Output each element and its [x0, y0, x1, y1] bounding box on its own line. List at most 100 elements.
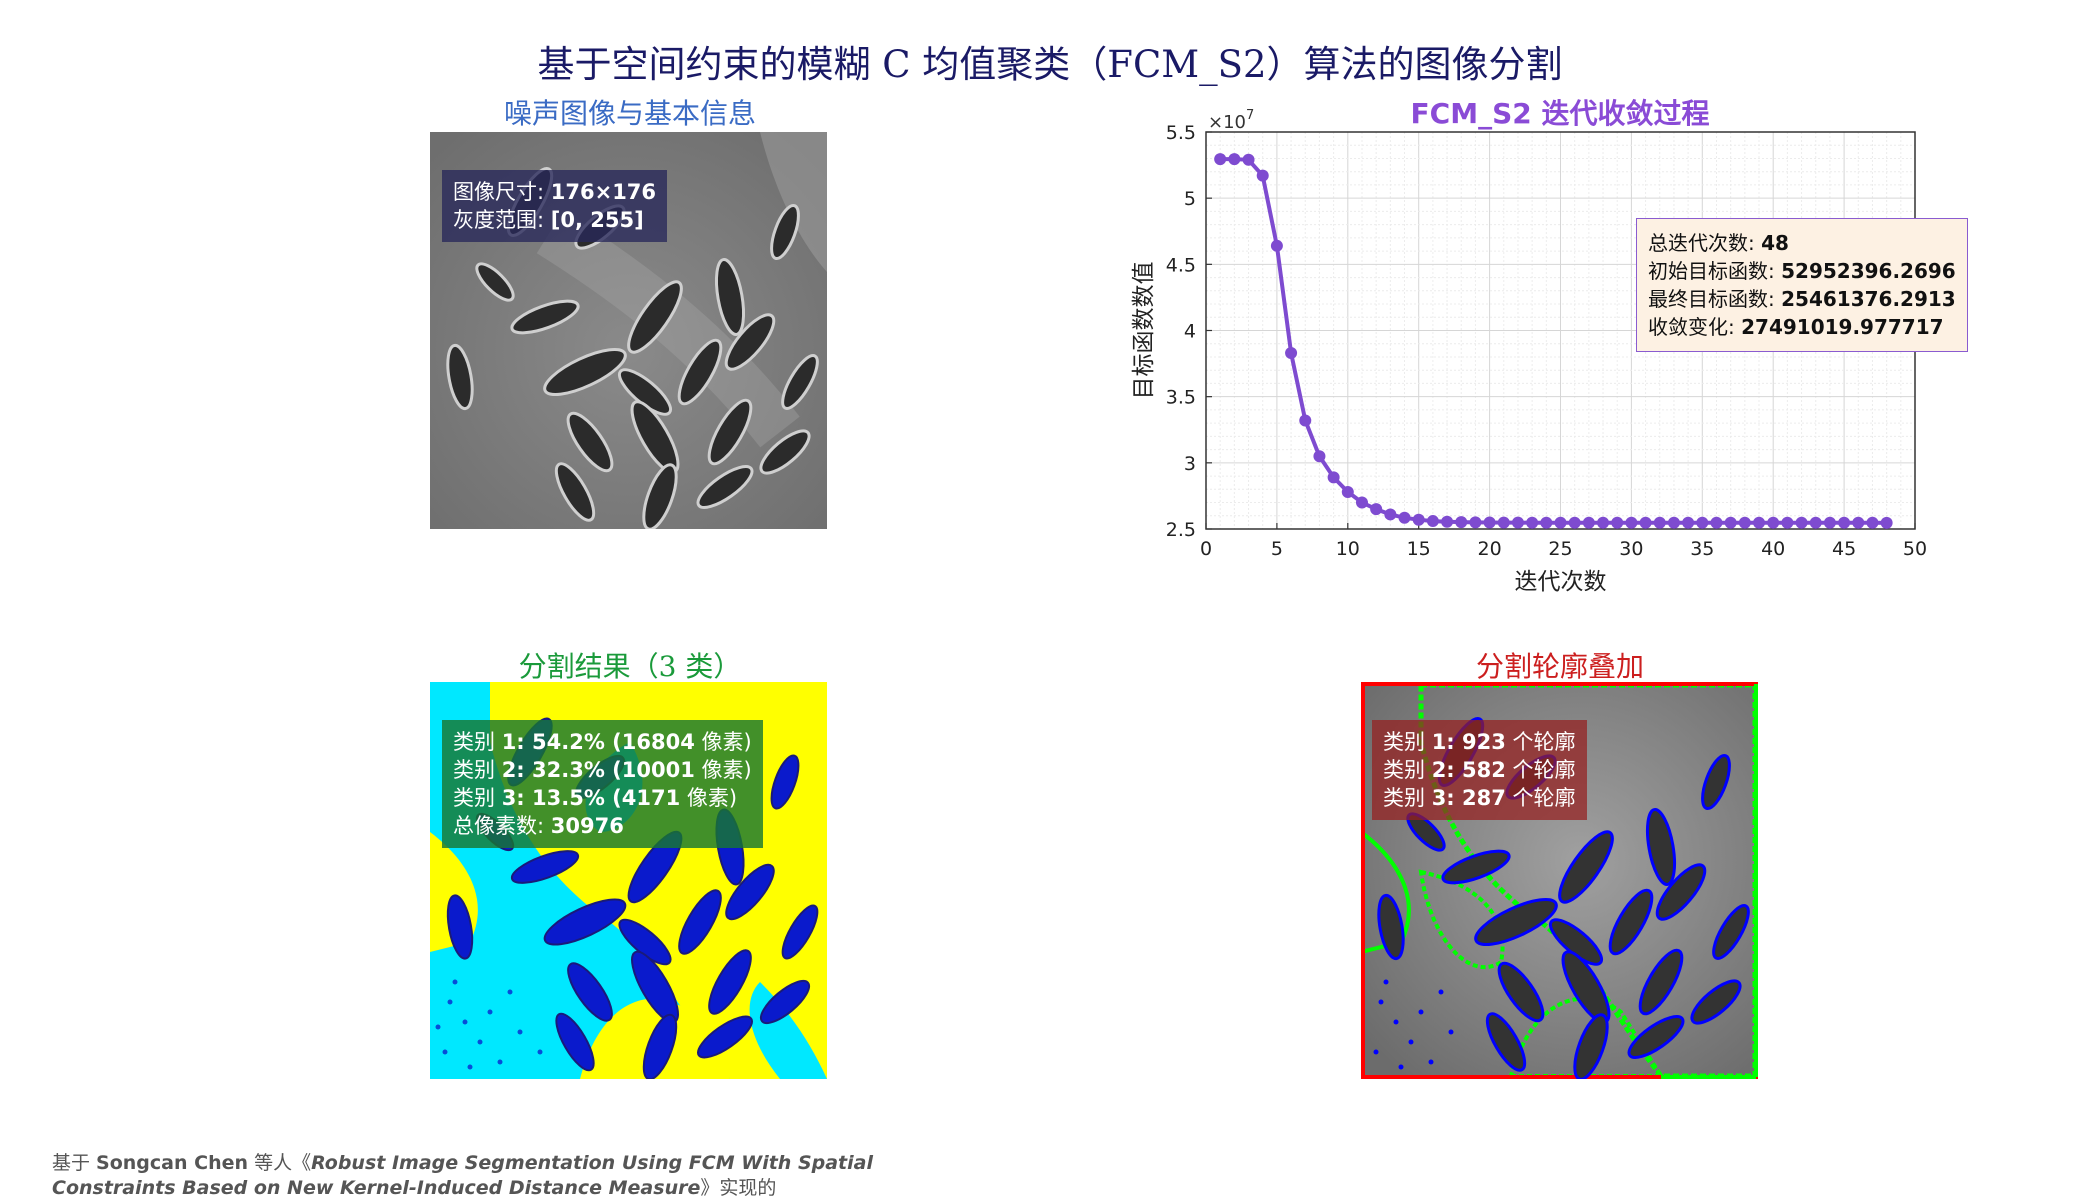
info-suffix: 个轮廓	[1505, 786, 1576, 810]
stat-label: 总迭代次数:	[1648, 231, 1762, 255]
bacterium-cell	[475, 262, 515, 302]
bacterium-cell	[781, 354, 819, 410]
data-point	[1696, 516, 1709, 529]
info-label: 类别	[1383, 786, 1432, 810]
data-point	[1455, 516, 1468, 529]
info-value: 30976	[550, 814, 624, 838]
contoured-cell	[1608, 888, 1654, 956]
data-point	[1866, 516, 1879, 529]
x-tick-label: 0	[1200, 538, 1212, 560]
data-point	[1540, 516, 1553, 529]
x-tick-label: 35	[1690, 538, 1714, 560]
info-label: 总像素数:	[453, 814, 551, 838]
bacterium-cell	[759, 429, 811, 475]
segmented-cell	[781, 904, 819, 960]
contoured-cell	[1573, 1013, 1609, 1079]
footer-citation: 基于 Songcan Chen 等人《Robust Image Segmenta…	[52, 1151, 873, 1201]
convergence-stats-box: 总迭代次数: 48 初始目标函数: 52952396.2696 最终目标函数: …	[1636, 218, 1968, 352]
data-point	[1398, 511, 1411, 524]
data-point	[1384, 508, 1397, 521]
contoured-cell	[1441, 849, 1511, 885]
data-point	[1327, 471, 1340, 484]
data-point	[1412, 513, 1425, 526]
data-point	[1426, 515, 1439, 528]
contour-info-box: 类别 1: 923 个轮廓 类别 2: 582 个轮廓 类别 3: 287 个轮…	[1372, 720, 1587, 820]
segmentation-title: 分割结果（3 类）	[518, 650, 742, 683]
data-point	[1299, 414, 1312, 427]
class-1-contours: 类别 1: 923 个轮廓	[1383, 728, 1576, 756]
segmented-cell	[543, 898, 627, 946]
data-point	[1823, 516, 1836, 529]
segmented-cell	[510, 850, 580, 884]
bacterium-cell	[707, 398, 753, 466]
data-point	[1285, 346, 1298, 359]
segmented-cell	[555, 1012, 595, 1072]
data-point	[1795, 516, 1808, 529]
stat-final-objective: 最终目标函数: 25461376.2913	[1648, 285, 1956, 313]
stat-value: 48	[1761, 231, 1789, 255]
info-suffix: 个轮廓	[1505, 758, 1576, 782]
contoured-cell	[1638, 948, 1684, 1016]
segmented-cell	[678, 889, 722, 955]
info-value: 3: 287	[1431, 786, 1506, 810]
info-label: 类别	[1383, 730, 1432, 754]
data-point	[1880, 516, 1893, 529]
data-point	[1313, 450, 1326, 463]
segmented-cell	[618, 918, 672, 966]
data-point	[1355, 496, 1368, 509]
chart-ticks: 0 5 10 15 20 25 30 35 40 45 50 2.5 3 3.5 4 4.5 5 5.5	[1166, 122, 1927, 560]
bacterium-cell	[714, 258, 746, 336]
data-point	[1526, 516, 1539, 529]
x-tick-label: 25	[1548, 538, 1572, 560]
x-tick-label: 20	[1478, 538, 1502, 560]
data-point	[1781, 516, 1794, 529]
info-label: 图像尺寸:	[453, 180, 551, 204]
data-point	[1611, 516, 1624, 529]
info-line-range: 灰度范围: [0, 255]	[453, 206, 656, 234]
info-suffix: 像素)	[694, 730, 752, 754]
footer-text: 》实现的	[700, 1177, 777, 1199]
contoured-cell	[1627, 1015, 1685, 1059]
bacterium-cell	[677, 338, 723, 406]
exponent-label: ×107	[1208, 108, 1254, 133]
data-point	[1809, 516, 1822, 529]
info-value: 3: 13.5% (4171	[501, 786, 681, 810]
footer-text: 基于	[52, 1152, 97, 1174]
contoured-cell	[1690, 979, 1742, 1025]
footer-line-2: Constraints Based on New Kernel-Induced …	[52, 1176, 873, 1201]
info-value: 1: 923	[1431, 730, 1506, 754]
data-point	[1639, 516, 1652, 529]
x-tick-label: 5	[1271, 538, 1283, 560]
contoured-cell	[1474, 897, 1558, 947]
segmented-cell	[446, 894, 474, 960]
footer-author: Songcan Chen	[96, 1152, 249, 1174]
x-tick-label: 30	[1619, 538, 1643, 560]
data-point	[1497, 516, 1510, 529]
data-point	[1256, 169, 1269, 182]
x-tick-label: 40	[1761, 538, 1785, 560]
data-point	[1568, 516, 1581, 529]
stat-initial-objective: 初始目标函数: 52952396.2696	[1648, 257, 1956, 285]
class-2-percent: 类别 2: 32.3% (10001 像素)	[453, 756, 752, 784]
contoured-cell	[1655, 863, 1707, 921]
y-tick-label: 3.5	[1166, 387, 1196, 409]
contoured-cell	[1701, 753, 1731, 811]
data-point	[1753, 516, 1766, 529]
contoured-cell	[1377, 893, 1405, 961]
info-suffix: 个轮廓	[1505, 730, 1576, 754]
info-label: 类别	[453, 758, 502, 782]
segmented-cell	[697, 1015, 753, 1059]
y-tick-label: 5.5	[1166, 122, 1196, 144]
class-2-contours: 类别 2: 582 个轮廓	[1383, 756, 1576, 784]
stat-label: 初始目标函数:	[1648, 259, 1782, 283]
class-3-percent: 类别 3: 13.5% (4171 像素)	[453, 784, 752, 812]
y-tick-label: 2.5	[1166, 519, 1196, 541]
info-label: 类别	[453, 786, 502, 810]
stat-value: 25461376.2913	[1781, 287, 1956, 311]
segmented-cell	[725, 863, 775, 921]
data-point	[1724, 516, 1737, 529]
contoured-cell	[1485, 1012, 1527, 1072]
bacterium-cell	[642, 463, 678, 529]
data-point	[1214, 153, 1227, 166]
bacterium-cell	[510, 299, 580, 335]
